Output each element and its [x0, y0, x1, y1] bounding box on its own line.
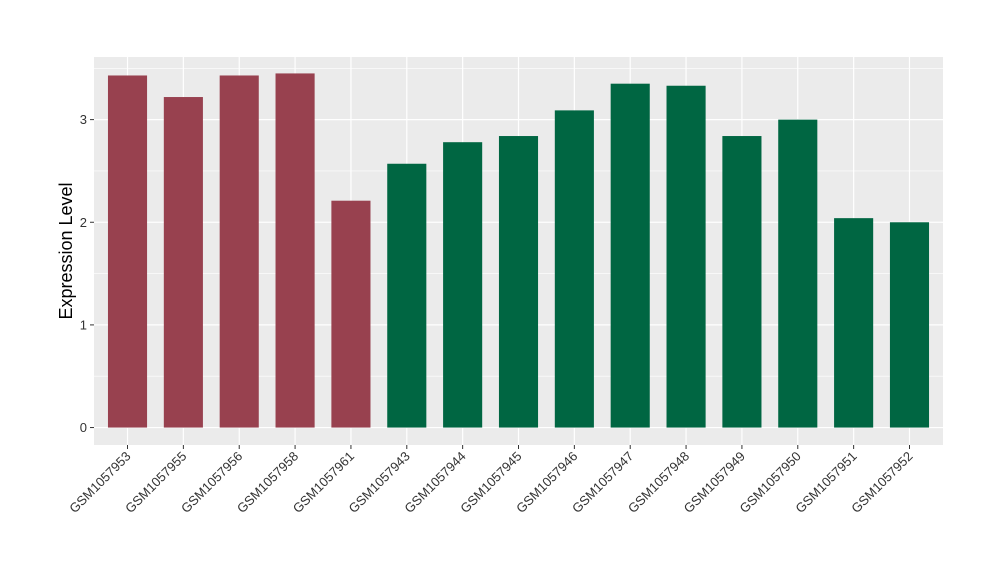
y-axis-label: Expression Level	[56, 182, 76, 319]
bar	[666, 85, 706, 428]
bar	[722, 136, 762, 428]
y-tick-label: 3	[80, 112, 87, 127]
bar	[834, 218, 874, 428]
bar	[498, 136, 539, 428]
bar	[107, 75, 148, 428]
bar	[387, 163, 427, 428]
bar	[443, 142, 483, 428]
bar	[219, 75, 259, 428]
bar	[275, 73, 315, 428]
y-tick-label: 0	[80, 420, 87, 435]
y-tick-label: 2	[80, 215, 87, 230]
bar	[889, 222, 930, 428]
bar	[554, 110, 594, 428]
y-tick-label: 1	[80, 317, 87, 332]
bar	[778, 119, 818, 428]
bar	[610, 83, 650, 428]
bar	[331, 200, 371, 428]
bar	[163, 97, 203, 428]
